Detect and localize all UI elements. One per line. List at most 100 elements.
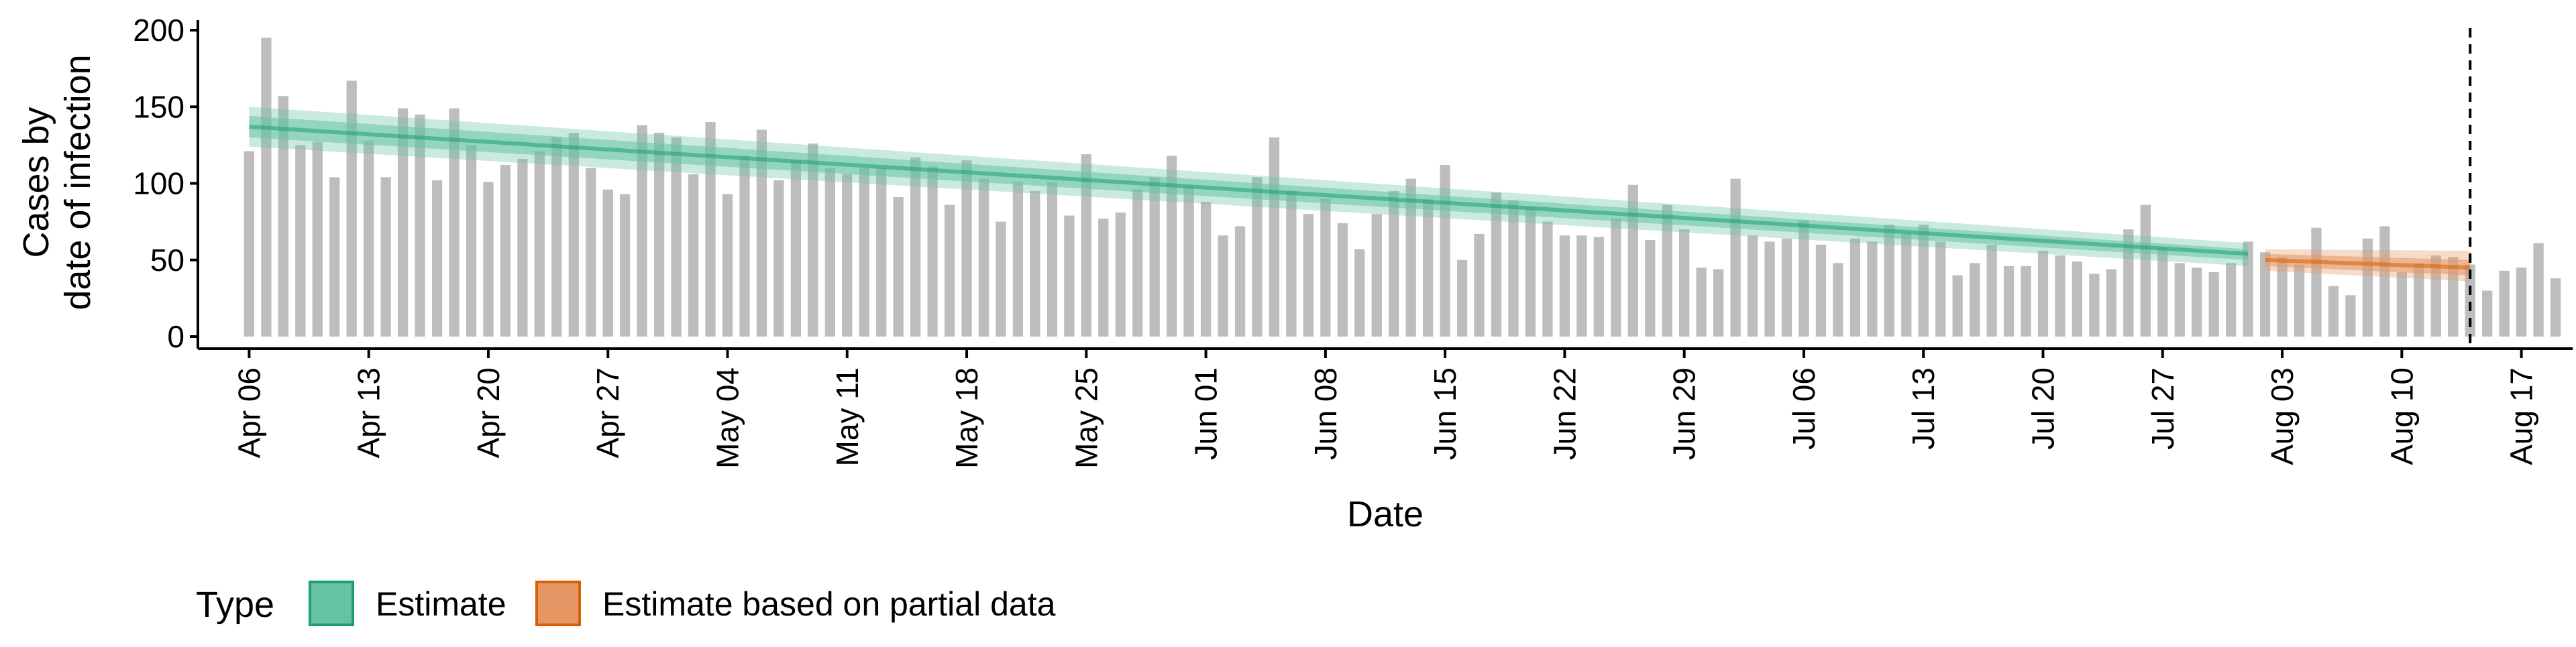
bar — [859, 168, 869, 337]
bar — [466, 145, 477, 337]
bar — [2021, 266, 2031, 337]
bar — [722, 194, 733, 337]
bar — [1269, 137, 1280, 337]
y-tick-label: 200 — [133, 13, 184, 48]
bar — [1115, 212, 1126, 337]
bar — [1730, 178, 1741, 337]
bar — [2157, 247, 2168, 337]
bar — [2208, 272, 2219, 337]
bar — [2448, 257, 2459, 337]
bar — [910, 157, 921, 337]
x-tick-label: Jun 01 — [1189, 367, 1224, 460]
bar — [261, 38, 272, 337]
bar — [978, 178, 989, 337]
bar — [876, 168, 887, 337]
bar — [2037, 251, 2049, 337]
x-tick-label: Aug 10 — [2384, 367, 2419, 465]
bar — [1389, 190, 1399, 337]
x-tick-label: Jun 08 — [1308, 367, 1343, 460]
bar — [295, 145, 306, 337]
bar — [1901, 233, 1912, 337]
bar — [705, 122, 716, 337]
bar — [1781, 238, 1792, 337]
bar — [2243, 241, 2253, 337]
bar — [808, 143, 818, 337]
bar — [1423, 198, 1434, 337]
y-axis-title-line1: Cases by — [16, 107, 56, 257]
bar — [2072, 261, 2083, 337]
bar — [1012, 182, 1024, 337]
bar — [500, 165, 511, 337]
bar — [1491, 192, 1502, 337]
bar — [927, 166, 938, 337]
bar — [1918, 225, 1929, 337]
bar — [2430, 255, 2441, 337]
bar — [1337, 223, 1348, 337]
bar — [1474, 233, 1485, 337]
bar — [961, 160, 972, 337]
bar — [1320, 198, 1331, 337]
bar — [1611, 219, 1621, 337]
x-tick-label: Apr 27 — [590, 367, 625, 459]
bar — [1456, 259, 1468, 337]
bar — [2499, 270, 2510, 337]
bar — [1030, 190, 1040, 337]
bar — [842, 174, 853, 337]
bar — [2345, 295, 2356, 337]
bar — [1098, 219, 1109, 337]
bar — [773, 180, 784, 337]
bar — [329, 177, 340, 337]
estimate-median-line — [2265, 257, 2471, 270]
bar — [739, 156, 750, 337]
bar — [1679, 229, 1690, 337]
bar — [2192, 268, 2202, 337]
y-tick-label: 150 — [133, 89, 184, 124]
bar — [653, 133, 665, 337]
bar — [2003, 266, 2015, 337]
axes-layer: 0 50 100 150 200 Apr 06 Apr 13 Apr 20 Apr 27 May … — [16, 13, 2573, 534]
bar — [2516, 268, 2527, 337]
bar — [1747, 235, 1758, 337]
bar — [671, 137, 682, 337]
bar — [2396, 272, 2407, 337]
legend-label-partial: Estimate based on partial data — [602, 585, 1056, 623]
bar — [2414, 263, 2424, 337]
bar — [2482, 290, 2493, 337]
bar — [415, 114, 425, 337]
bar — [346, 80, 357, 337]
legend: Type Estimate Estimate based on partial da… — [196, 581, 1056, 626]
bar — [1149, 177, 1160, 337]
x-tick-label: Jun 29 — [1667, 367, 1702, 460]
y-tick-label: 100 — [133, 166, 184, 201]
x-tick-label: May 25 — [1069, 367, 1104, 469]
bar — [996, 221, 1006, 337]
bar — [1969, 263, 1980, 337]
bar — [1696, 268, 1707, 337]
bar — [1252, 177, 1263, 337]
bar — [1183, 186, 1194, 337]
bar — [1935, 241, 1946, 337]
bar — [1884, 225, 1894, 337]
bar — [1046, 182, 1058, 337]
bar — [1234, 226, 1246, 337]
bar — [1405, 178, 1416, 337]
bar — [1833, 263, 1843, 337]
x-tick-label: Apr 20 — [471, 367, 506, 459]
bar — [1713, 269, 1724, 337]
bar — [1303, 214, 1314, 337]
bar — [2174, 263, 2185, 337]
bar — [431, 180, 443, 337]
bar — [380, 177, 391, 337]
bar — [790, 160, 802, 337]
bar — [824, 168, 835, 337]
bar — [586, 168, 596, 337]
bar — [1627, 184, 1638, 337]
bar — [2328, 286, 2339, 337]
x-tick-label: May 18 — [949, 367, 984, 469]
bar — [1799, 220, 1809, 337]
bar — [2294, 264, 2305, 337]
legend-swatch-estimate — [309, 581, 354, 626]
x-axis-title: Date — [1347, 494, 1424, 534]
